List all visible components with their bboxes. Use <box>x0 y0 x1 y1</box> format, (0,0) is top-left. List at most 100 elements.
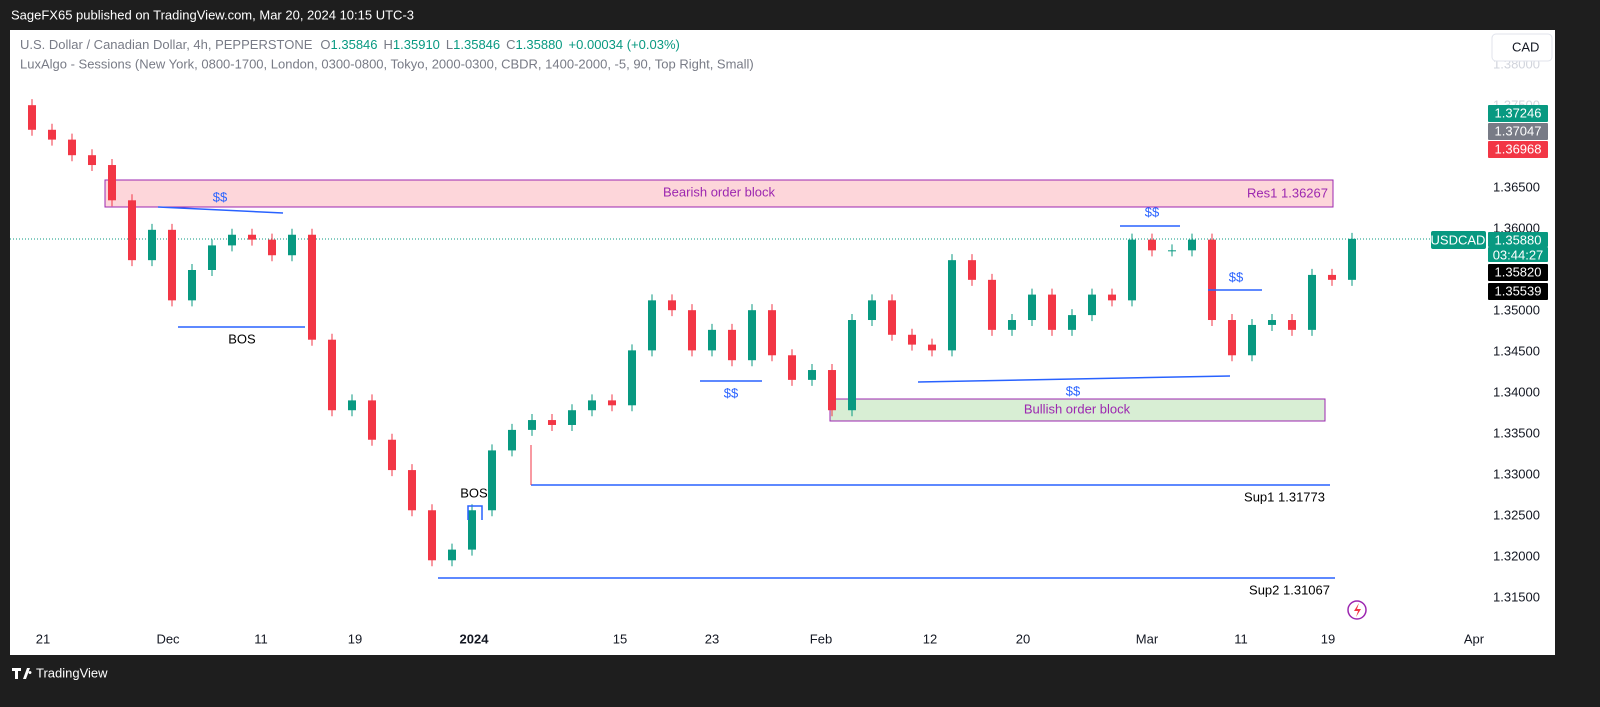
candle <box>728 329 736 361</box>
candle <box>428 510 436 561</box>
legend-ohlc-key: O <box>320 37 330 52</box>
symbol-badge-text: USDCAD <box>1431 232 1486 247</box>
candle <box>1188 239 1196 251</box>
candle <box>288 234 296 256</box>
liquidity-label: $$ <box>213 189 228 204</box>
structure-line <box>917 375 1231 383</box>
candle <box>448 549 456 561</box>
candle <box>1228 320 1236 356</box>
time-label: 20 <box>1016 631 1030 646</box>
candle <box>408 470 416 511</box>
liquidity-label: $$ <box>1229 269 1244 284</box>
price-tick-label: 1.36500 <box>1493 179 1540 194</box>
header-text: SageFX65 published on TradingView.com, M… <box>11 7 414 22</box>
candle <box>648 300 656 351</box>
time-label: Dec <box>156 631 180 646</box>
candle <box>888 300 896 335</box>
time-label: 19 <box>1321 631 1335 646</box>
currency-button-text: CAD <box>1512 39 1539 54</box>
symbol-badge <box>1431 231 1486 249</box>
time-label: 19 <box>348 631 362 646</box>
legend-ohlc-value: 1.35880 <box>516 37 563 52</box>
time-label: 11 <box>1234 631 1248 646</box>
candle <box>1208 239 1216 321</box>
legend-ohlc-value: 1.35846 <box>331 37 378 52</box>
candle <box>268 239 276 256</box>
candle <box>1108 294 1116 301</box>
sup2-label: Sup2 1.31067 <box>1249 582 1330 597</box>
alert-icon <box>1347 600 1367 620</box>
candle <box>548 420 556 425</box>
bos-label: BOS <box>460 485 488 500</box>
legend-ohlc-key: H <box>384 37 393 52</box>
candle <box>768 310 776 356</box>
candle <box>1148 239 1156 251</box>
candle <box>88 155 96 166</box>
candle <box>1168 250 1176 252</box>
candle <box>28 105 36 130</box>
legend-indicator: LuxAlgo - Sessions (New York, 0800-1700,… <box>20 56 754 71</box>
candle <box>228 234 236 246</box>
liquidity-label: $$ <box>724 385 739 400</box>
price-badge-text: 1.35820 <box>1495 264 1542 279</box>
candle <box>868 300 876 321</box>
structure-line <box>157 206 284 214</box>
res1-label: Res1 1.36267 <box>1247 185 1328 200</box>
price-badge <box>1488 283 1548 300</box>
time-label: 23 <box>705 631 719 646</box>
candle <box>908 334 916 345</box>
candle <box>168 229 176 301</box>
legend-line: U.S. Dollar / Canadian Dollar, 4h, PEPPE… <box>20 37 680 52</box>
price-tick-label: 1.36000 <box>1493 220 1540 235</box>
price-tick-label: 1.34500 <box>1493 343 1540 358</box>
candle <box>928 344 936 351</box>
price-badge-text: 1.37246 <box>1495 105 1542 120</box>
legend-ohlc-key: L <box>446 37 453 52</box>
candle <box>848 320 856 411</box>
candle <box>348 400 356 411</box>
price-badge-text: 1.35539 <box>1495 283 1542 298</box>
candle <box>328 339 336 411</box>
candle <box>1248 324 1256 356</box>
candle <box>108 165 116 201</box>
time-label: 11 <box>254 631 268 646</box>
price-badge-text: 1.37047 <box>1495 123 1542 138</box>
candle <box>468 510 476 550</box>
candle <box>948 260 956 351</box>
candle <box>788 355 796 380</box>
price-badge <box>1488 264 1548 281</box>
candle <box>368 400 376 440</box>
candle <box>708 329 716 351</box>
price-badge-text: 1.36968 <box>1495 141 1542 156</box>
candle <box>68 139 76 156</box>
candle <box>1308 274 1316 330</box>
candle <box>1008 320 1016 330</box>
footer-logo <box>12 668 32 679</box>
price-badge <box>1488 247 1548 262</box>
candle <box>568 410 576 425</box>
time-label: 2024 <box>460 631 490 646</box>
legend-symbol: U.S. Dollar / Canadian Dollar, 4h, PEPPE… <box>20 37 313 52</box>
price-tick-label: 1.31500 <box>1493 589 1540 604</box>
alert-icon-bolt <box>1354 603 1361 617</box>
candle <box>48 129 56 140</box>
legend-ohlc-value: 1.35910 <box>393 37 440 52</box>
liquidity-label: $$ <box>1066 383 1081 398</box>
legend-change: +0.00034 (+0.03%) <box>569 37 680 52</box>
price-badge <box>1488 141 1548 158</box>
candle <box>808 370 816 380</box>
bullish-label: Bullish order block <box>1024 401 1131 416</box>
candle <box>248 234 256 240</box>
time-label: 12 <box>923 631 937 646</box>
price-badge <box>1488 123 1548 140</box>
price-badge-text: 1.35880 <box>1495 232 1542 247</box>
candle <box>668 300 676 311</box>
sup1-label: Sup1 1.31773 <box>1244 489 1325 504</box>
legend-ohlc-value: 1.35846 <box>453 37 500 52</box>
time-label: Feb <box>810 631 832 646</box>
price-badge-text: 03:44:27 <box>1493 247 1544 262</box>
price-tick-label: 1.34000 <box>1493 384 1540 399</box>
footer-brand: TradingView <box>36 665 108 680</box>
candle <box>608 400 616 406</box>
